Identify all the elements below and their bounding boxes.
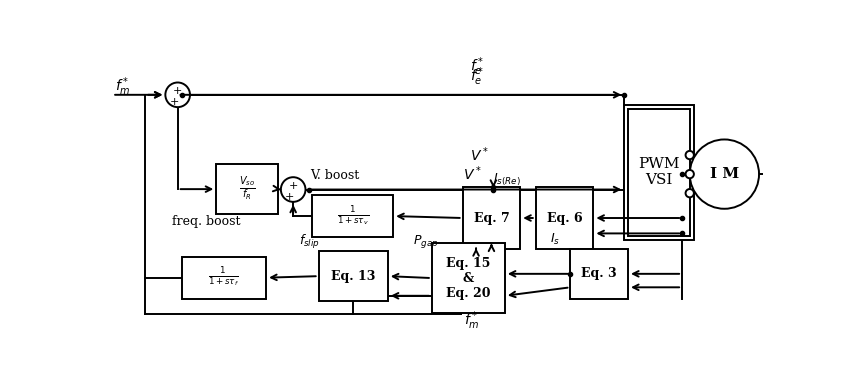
Circle shape	[280, 177, 305, 202]
Bar	[432, 244, 505, 313]
Text: $f_m^*$: $f_m^*$	[115, 76, 130, 98]
Bar	[462, 187, 520, 249]
Text: $I_{s(Re)}$: $I_{s(Re)}$	[493, 171, 521, 188]
Text: freq. boost: freq. boost	[173, 215, 241, 228]
Text: V. boost: V. boost	[310, 169, 360, 182]
Text: $f_e^*$: $f_e^*$	[470, 55, 484, 78]
Circle shape	[689, 140, 759, 209]
Text: $f_{slip}$: $f_{slip}$	[299, 233, 320, 251]
Text: Eq. 7: Eq. 7	[473, 211, 509, 225]
Bar	[313, 195, 394, 237]
Text: $\frac{1}{1+s\tau_f}$: $\frac{1}{1+s\tau_f}$	[208, 266, 240, 289]
Bar	[319, 251, 388, 301]
Bar	[216, 164, 278, 214]
Text: $V^*$: $V^*$	[462, 165, 481, 184]
Text: $I_s$: $I_s$	[550, 232, 559, 247]
Text: Eq. 3: Eq. 3	[581, 267, 617, 280]
Text: +: +	[285, 192, 294, 202]
Text: I M: I M	[710, 167, 739, 181]
Text: $f_e^*$: $f_e^*$	[470, 66, 484, 88]
Circle shape	[686, 189, 694, 197]
Text: PWM
VSI: PWM VSI	[638, 157, 680, 187]
Bar	[536, 187, 593, 249]
Bar	[624, 105, 694, 239]
Text: +: +	[288, 181, 298, 191]
Text: Eq. 13: Eq. 13	[331, 270, 376, 283]
Text: +: +	[169, 97, 178, 107]
Text: $\frac{V_{so}}{f_R}$: $\frac{V_{so}}{f_R}$	[239, 175, 255, 203]
Bar	[570, 249, 628, 299]
Text: $\frac{1}{1+s\tau_v}$: $\frac{1}{1+s\tau_v}$	[337, 204, 369, 228]
Text: Eq. 15
&
Eq. 20: Eq. 15 & Eq. 20	[446, 257, 490, 300]
Text: +: +	[173, 86, 183, 96]
Text: $V^*$: $V^*$	[470, 145, 489, 164]
Circle shape	[686, 170, 694, 178]
Circle shape	[686, 151, 694, 159]
Circle shape	[166, 82, 190, 107]
Bar	[628, 109, 689, 236]
Text: $f_m^*$: $f_m^*$	[464, 309, 480, 332]
Bar	[182, 257, 266, 299]
Text: $P_{gap}$: $P_{gap}$	[413, 233, 439, 250]
Text: Eq. 6: Eq. 6	[547, 211, 582, 225]
